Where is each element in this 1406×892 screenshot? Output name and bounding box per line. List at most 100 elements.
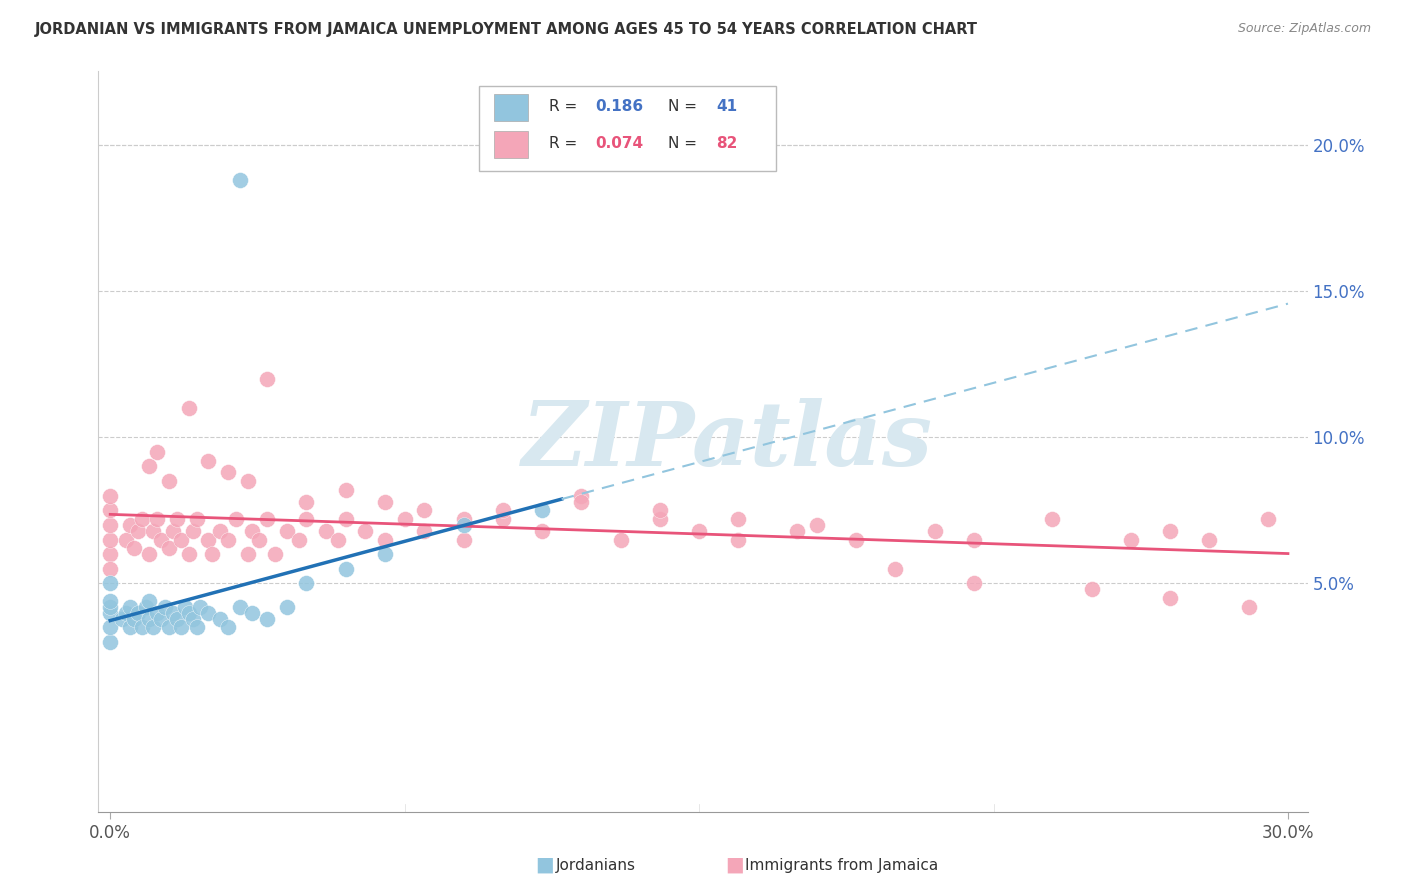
Point bbox=[146, 444, 169, 458]
Point bbox=[1119, 533, 1142, 547]
Point bbox=[1198, 533, 1220, 547]
Text: ▪: ▪ bbox=[534, 851, 555, 880]
Point bbox=[98, 517, 121, 532]
Point bbox=[98, 547, 121, 561]
Point bbox=[201, 547, 224, 561]
Point bbox=[127, 524, 149, 538]
Point bbox=[115, 533, 138, 547]
Text: Jordanians: Jordanians bbox=[555, 858, 636, 872]
Point bbox=[209, 524, 232, 538]
Point bbox=[806, 517, 828, 532]
Point bbox=[98, 533, 121, 547]
Point bbox=[335, 512, 357, 526]
Point bbox=[217, 620, 239, 634]
Point bbox=[118, 517, 141, 532]
Text: N =: N = bbox=[668, 136, 702, 152]
Point bbox=[229, 599, 252, 614]
Point bbox=[217, 533, 239, 547]
Point bbox=[256, 611, 278, 625]
Point bbox=[786, 524, 808, 538]
Point bbox=[1237, 599, 1260, 614]
FancyBboxPatch shape bbox=[479, 87, 776, 171]
Point bbox=[142, 620, 165, 634]
Text: 0.074: 0.074 bbox=[595, 136, 644, 152]
Point bbox=[492, 503, 515, 517]
Point bbox=[197, 453, 219, 467]
Point bbox=[98, 562, 121, 576]
Point bbox=[374, 547, 396, 561]
Point bbox=[354, 524, 377, 538]
Point bbox=[146, 512, 169, 526]
Text: ZIPatlas: ZIPatlas bbox=[522, 399, 932, 484]
Point bbox=[162, 524, 184, 538]
Point bbox=[162, 606, 184, 620]
Point bbox=[335, 483, 357, 497]
Text: 82: 82 bbox=[716, 136, 738, 152]
Point bbox=[727, 512, 749, 526]
Point bbox=[648, 503, 671, 517]
Point bbox=[394, 512, 416, 526]
Point bbox=[98, 599, 121, 614]
Point bbox=[295, 494, 318, 508]
Point bbox=[146, 606, 169, 620]
Point bbox=[963, 576, 986, 591]
Point bbox=[122, 611, 145, 625]
Point bbox=[453, 533, 475, 547]
Point bbox=[236, 474, 259, 488]
Point bbox=[229, 172, 252, 186]
Point bbox=[276, 599, 298, 614]
Point bbox=[177, 547, 200, 561]
Point bbox=[1080, 582, 1102, 597]
Point bbox=[276, 524, 298, 538]
Point bbox=[186, 512, 208, 526]
Point bbox=[131, 620, 153, 634]
Point bbox=[225, 512, 247, 526]
Point bbox=[197, 533, 219, 547]
Point bbox=[98, 489, 121, 503]
Text: 41: 41 bbox=[716, 99, 737, 114]
Text: R =: R = bbox=[550, 136, 582, 152]
Point bbox=[150, 611, 173, 625]
Point bbox=[374, 533, 396, 547]
Point bbox=[247, 533, 270, 547]
Point bbox=[138, 547, 160, 561]
Point bbox=[142, 524, 165, 538]
Text: ▪: ▪ bbox=[724, 851, 745, 880]
Point bbox=[374, 494, 396, 508]
Point bbox=[609, 533, 631, 547]
Point bbox=[138, 594, 160, 608]
Point bbox=[153, 599, 176, 614]
Point bbox=[138, 611, 160, 625]
Point bbox=[531, 503, 554, 517]
Point bbox=[190, 599, 212, 614]
Point bbox=[166, 611, 188, 625]
Point bbox=[150, 533, 173, 547]
Point bbox=[884, 562, 907, 576]
Point bbox=[287, 533, 309, 547]
Point bbox=[186, 620, 208, 634]
Point bbox=[569, 494, 592, 508]
Point bbox=[118, 620, 141, 634]
Point bbox=[326, 533, 349, 547]
Point bbox=[569, 489, 592, 503]
Point bbox=[197, 606, 219, 620]
Point bbox=[98, 594, 121, 608]
Point bbox=[181, 524, 204, 538]
Point bbox=[963, 533, 986, 547]
Point bbox=[727, 533, 749, 547]
Text: Immigrants from Jamaica: Immigrants from Jamaica bbox=[745, 858, 938, 872]
Point bbox=[166, 512, 188, 526]
Point bbox=[240, 524, 263, 538]
Point bbox=[181, 611, 204, 625]
Point bbox=[170, 620, 193, 634]
Point bbox=[115, 606, 138, 620]
Point bbox=[413, 503, 436, 517]
Text: N =: N = bbox=[668, 99, 702, 114]
Point bbox=[122, 541, 145, 556]
Point bbox=[236, 547, 259, 561]
FancyBboxPatch shape bbox=[494, 131, 527, 158]
Point bbox=[157, 620, 180, 634]
Point bbox=[177, 606, 200, 620]
Point bbox=[256, 371, 278, 385]
Point bbox=[648, 512, 671, 526]
